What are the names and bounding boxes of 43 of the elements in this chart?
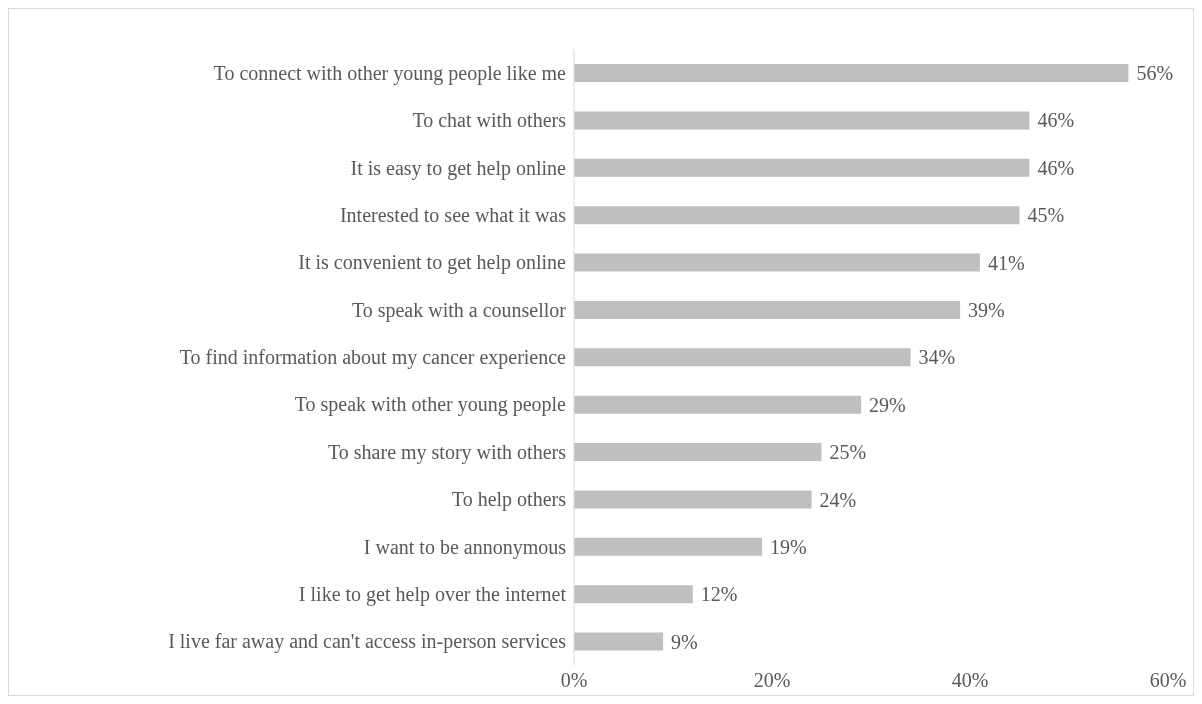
data-label: 41% [987, 251, 1025, 274]
y-tick-label: I live far away and can't access in-person services [168, 630, 567, 654]
data-label: 9% [671, 630, 698, 653]
bar [574, 206, 1020, 225]
x-tick-label: 40% [951, 669, 989, 692]
data-label: 24% [819, 488, 857, 511]
data-label: 34% [918, 346, 956, 369]
bar [574, 158, 1030, 177]
x-tick-label: 60% [1149, 669, 1187, 692]
data-label: 46% [1037, 109, 1075, 132]
y-tick-label: To speak with other young people [294, 393, 567, 417]
bar [574, 348, 911, 367]
y-tick-label: To help others [451, 488, 567, 512]
bar [574, 443, 822, 462]
data-label: 12% [700, 583, 738, 606]
bar [574, 585, 693, 604]
y-tick-label: To chat with others [412, 109, 567, 132]
y-tick-label: It is convenient to get help online [298, 251, 567, 275]
y-tick-label: To find information about my cancer experience [179, 346, 567, 370]
y-tick-label: Interested to see what it was [339, 203, 567, 226]
y-tick-label: It is easy to get help online [350, 156, 567, 180]
bar [574, 253, 980, 272]
y-tick-label: To speak with a counsellor [351, 298, 567, 322]
y-tick-label: I like to get help over the internet [298, 583, 567, 607]
bar [574, 300, 961, 319]
y-tick-label: To share my story with others [327, 440, 567, 464]
bar [574, 632, 664, 651]
data-label: 56% [1136, 62, 1174, 85]
bar [574, 395, 862, 414]
y-tick-label: To connect with other young people like me [213, 61, 567, 85]
data-label: 46% [1037, 156, 1075, 179]
bar [574, 64, 1129, 82]
data-label: 45% [1027, 204, 1065, 227]
x-tick-label: 20% [753, 669, 791, 692]
data-label: 19% [770, 535, 807, 558]
x-tick-label: 0% [560, 669, 588, 692]
bar [574, 111, 1030, 130]
bar [574, 537, 763, 556]
data-label: 39% [968, 299, 1005, 322]
y-tick-label: I want to be annonymous [363, 535, 567, 559]
bar [574, 490, 812, 509]
data-label: 25% [829, 441, 867, 464]
data-label: 29% [869, 393, 906, 416]
